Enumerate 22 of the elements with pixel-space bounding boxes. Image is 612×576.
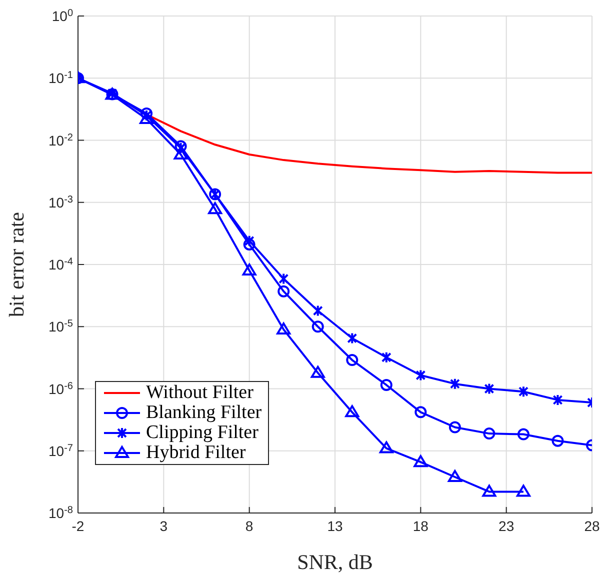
y-tick-label: 10$^{-3}$ (48, 194, 74, 210)
y-tick-label: 10$^{-5}$ (48, 318, 74, 335)
y-tick-label: 10$^{-1}$ (48, 70, 74, 86)
y-tick-label: 10$^{-6}$ (48, 380, 74, 397)
x-tick-label: 3 (160, 518, 168, 534)
legend-label: Without Filter (146, 382, 254, 403)
y-axis-title: bit error rate (4, 212, 28, 317)
x-tick-label: 8 (245, 518, 254, 534)
x-axis-title: SNR, dB (297, 550, 373, 574)
y-tick-label: 10$^{-4}$ (48, 256, 74, 272)
y-tick-label: 10$^{-2}$ (48, 132, 74, 148)
y-tick-label: 10$^{-8}$ (48, 504, 74, 521)
x-tick-label: 13 (327, 518, 343, 534)
x-tick-label: 23 (498, 518, 514, 534)
y-tick-label: 10$^{0}$ (52, 8, 74, 24)
y-tick-label: 10$^{-7}$ (48, 442, 74, 459)
legend-label: Blanking Filter (146, 402, 262, 423)
x-tick-label: 28 (584, 518, 600, 534)
x-tick-label: -2 (72, 518, 84, 534)
legend-label: Hybrid Filter (146, 442, 246, 463)
x-tick-label: 18 (412, 518, 429, 534)
legend-label: Clipping Filter (146, 422, 258, 443)
